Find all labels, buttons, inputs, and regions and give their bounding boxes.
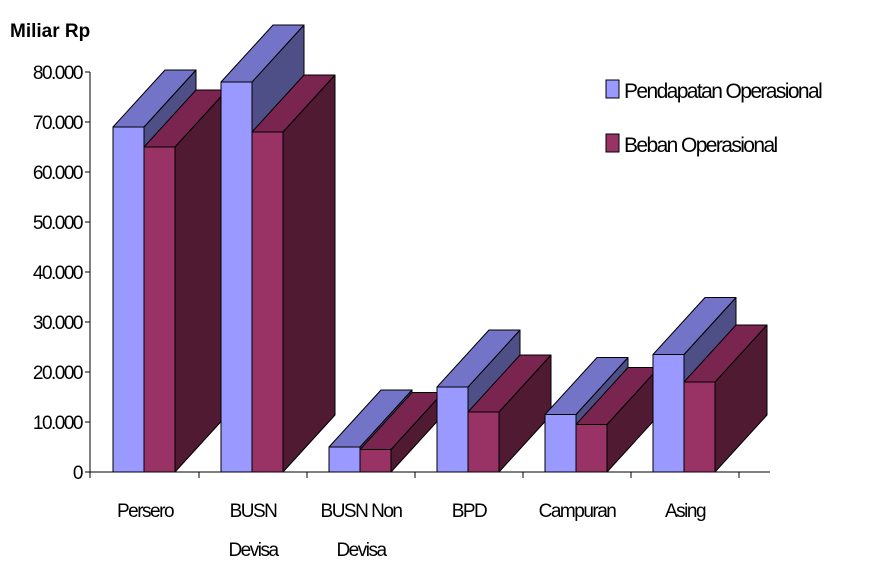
x-category-label: Devisa [228,540,279,558]
legend-label: Beban Operasional [624,134,778,157]
x-category-label: Asing [665,501,706,522]
y-tick-label: 60.000 [33,163,83,184]
y-tick-label: 10.000 [33,413,83,434]
legend-swatch-1 [605,133,620,153]
x-category-label: Campuran [539,501,617,522]
bar-1 [467,411,500,473]
x-category-label: BPD [452,501,487,522]
bar-0 [544,414,577,473]
y-tick-label: 70.000 [33,113,83,134]
bar-0 [112,126,145,473]
bar-1 [683,381,716,473]
bar-0 [652,354,685,473]
bar-0 [328,446,361,473]
x-category-label: Devisa [336,540,387,558]
x-category-label: Persero [117,501,174,522]
bar-side-1 [174,89,228,473]
bar-0 [220,81,253,473]
bar-side-1 [282,74,336,473]
bar-1 [251,131,284,473]
y-tick-label: 20.000 [33,363,83,384]
x-category-label: BUSN Non [321,501,403,522]
y-tick-label: 0 [73,463,83,484]
y-tick-label: 50.000 [33,213,83,234]
bar-1 [575,424,608,473]
bar-1 [143,146,176,473]
legend-label: Pendapatan Operasional [624,80,822,103]
unit-label: Miliar Rp [10,21,90,42]
legend-swatch-0 [605,79,620,99]
y-tick-label: 80.000 [33,63,83,84]
y-tick-label: 30.000 [33,313,83,334]
bar-1 [359,449,392,473]
x-category-label: BUSN [230,501,278,522]
bar-0 [436,386,469,473]
y-tick-label: 40.000 [33,263,83,284]
